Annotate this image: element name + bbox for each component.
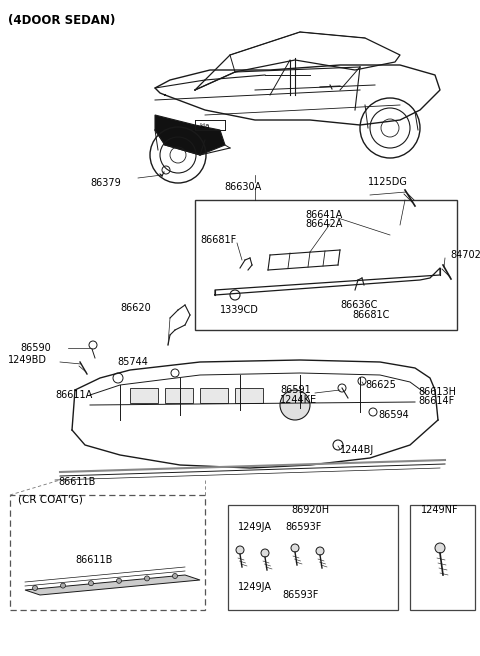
Polygon shape [155, 115, 225, 155]
Text: 86642A: 86642A [305, 219, 342, 229]
Text: 1249JA: 1249JA [238, 582, 272, 592]
Text: 1249JA: 1249JA [238, 522, 272, 532]
Text: 1249BD: 1249BD [8, 355, 47, 365]
Circle shape [280, 390, 310, 420]
Text: 86681C: 86681C [352, 310, 389, 320]
Bar [10, 495, 205, 610]
Text: 86591: 86591 [280, 385, 311, 395]
Text: 86636C: 86636C [340, 300, 377, 310]
Text: 86641A: 86641A [305, 210, 342, 220]
Text: 86594: 86594 [378, 410, 409, 420]
Circle shape [291, 544, 299, 552]
Text: 86681F: 86681F [200, 235, 236, 245]
Text: 1244BJ: 1244BJ [340, 445, 374, 455]
Text: 1244KE: 1244KE [280, 395, 317, 405]
Text: 1125DG: 1125DG [368, 177, 408, 187]
Circle shape [261, 549, 269, 557]
Bar [165, 388, 193, 403]
Text: 86611A: 86611A [55, 390, 92, 400]
Text: 86611B: 86611B [75, 555, 112, 565]
Text: 86593F: 86593F [282, 590, 318, 600]
Text: (4DOOR SEDAN): (4DOOR SEDAN) [8, 14, 115, 27]
Text: 86613H: 86613H [418, 387, 456, 397]
Bar [235, 388, 263, 403]
Text: 1339CD: 1339CD [220, 305, 259, 315]
Circle shape [88, 581, 94, 586]
Text: 86590: 86590 [20, 343, 51, 353]
Text: 86614F: 86614F [418, 396, 454, 406]
Circle shape [172, 573, 178, 579]
Text: 86630A: 86630A [224, 182, 262, 192]
Bar [228, 505, 398, 610]
Text: kia: kia [200, 123, 210, 129]
Bar [200, 388, 228, 403]
Circle shape [236, 546, 244, 554]
Circle shape [144, 576, 149, 581]
Text: 1249NF: 1249NF [421, 505, 459, 515]
Polygon shape [25, 575, 200, 595]
Bar [410, 505, 475, 610]
Circle shape [117, 579, 121, 583]
Circle shape [60, 583, 65, 588]
Text: 86611B: 86611B [58, 477, 96, 487]
Circle shape [435, 543, 445, 553]
Bar [130, 388, 158, 403]
Text: 86625: 86625 [365, 380, 396, 390]
Text: 86920H: 86920H [291, 505, 329, 515]
Bar [195, 200, 457, 330]
Text: 86593F: 86593F [285, 522, 322, 532]
Circle shape [316, 547, 324, 555]
Text: 86620: 86620 [120, 303, 151, 313]
Text: 86379: 86379 [90, 178, 121, 188]
Text: 85744: 85744 [117, 357, 148, 367]
Text: (CR COAT'G): (CR COAT'G) [18, 495, 83, 505]
Text: 84702: 84702 [450, 250, 480, 260]
Circle shape [33, 586, 37, 590]
